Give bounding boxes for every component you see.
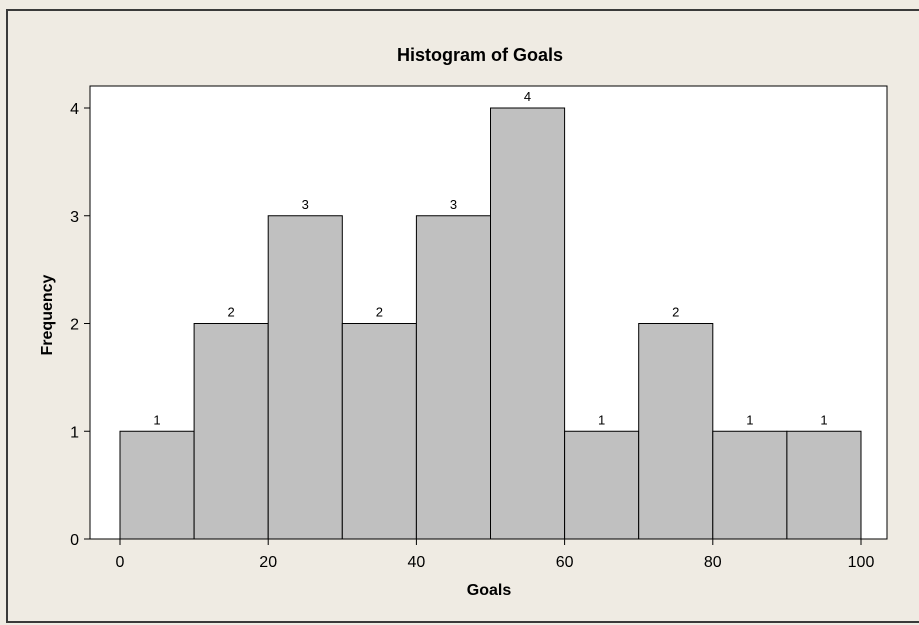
histogram-bar — [712, 430, 788, 540]
histogram-bar — [341, 323, 417, 540]
y-tick-label: 1 — [70, 424, 79, 441]
histogram-bar — [267, 215, 343, 540]
bar-data-label: 2 — [228, 305, 235, 320]
bar-data-label: 1 — [820, 412, 827, 427]
histogram-bar — [193, 323, 269, 540]
x-axis-label: Goals — [467, 582, 512, 599]
x-tick-label: 40 — [408, 554, 426, 571]
bar-data-label: 2 — [376, 305, 383, 320]
y-tick-label: 2 — [70, 317, 79, 334]
chart-title: Histogram of Goals — [397, 45, 563, 65]
chart-frame-border — [6, 9, 919, 623]
y-tick-label: 3 — [70, 209, 79, 226]
x-tick-label: 20 — [259, 554, 277, 571]
bars-group — [119, 107, 862, 540]
bar-data-label: 3 — [450, 197, 457, 212]
bar-data-label: 1 — [598, 412, 605, 427]
histogram-bar — [415, 215, 491, 540]
bar-data-label: 1 — [746, 412, 753, 427]
data-labels-group: 1 2 3 2 3 4 1 2 1 1 — [153, 89, 827, 427]
y-tick-label: 4 — [70, 101, 79, 118]
x-tick-label: 80 — [704, 554, 722, 571]
y-axis: 0 1 2 3 4 — [70, 101, 90, 549]
histogram-bar — [119, 430, 195, 540]
histogram-bar — [490, 107, 566, 540]
x-tick-label: 100 — [848, 554, 875, 571]
histogram-bar — [786, 430, 862, 540]
y-axis-label: Frequency — [39, 274, 56, 355]
x-tick-label: 60 — [556, 554, 574, 571]
histogram-bar — [564, 430, 640, 540]
y-tick-label: 0 — [70, 532, 79, 549]
bar-data-label: 3 — [302, 197, 309, 212]
bar-data-label: 1 — [153, 412, 160, 427]
x-tick-label: 0 — [116, 554, 125, 571]
bar-data-label: 2 — [672, 305, 679, 320]
x-axis: 0 20 40 60 80 100 — [116, 539, 875, 571]
histogram-bar — [638, 323, 714, 540]
bar-data-label: 4 — [524, 89, 531, 104]
